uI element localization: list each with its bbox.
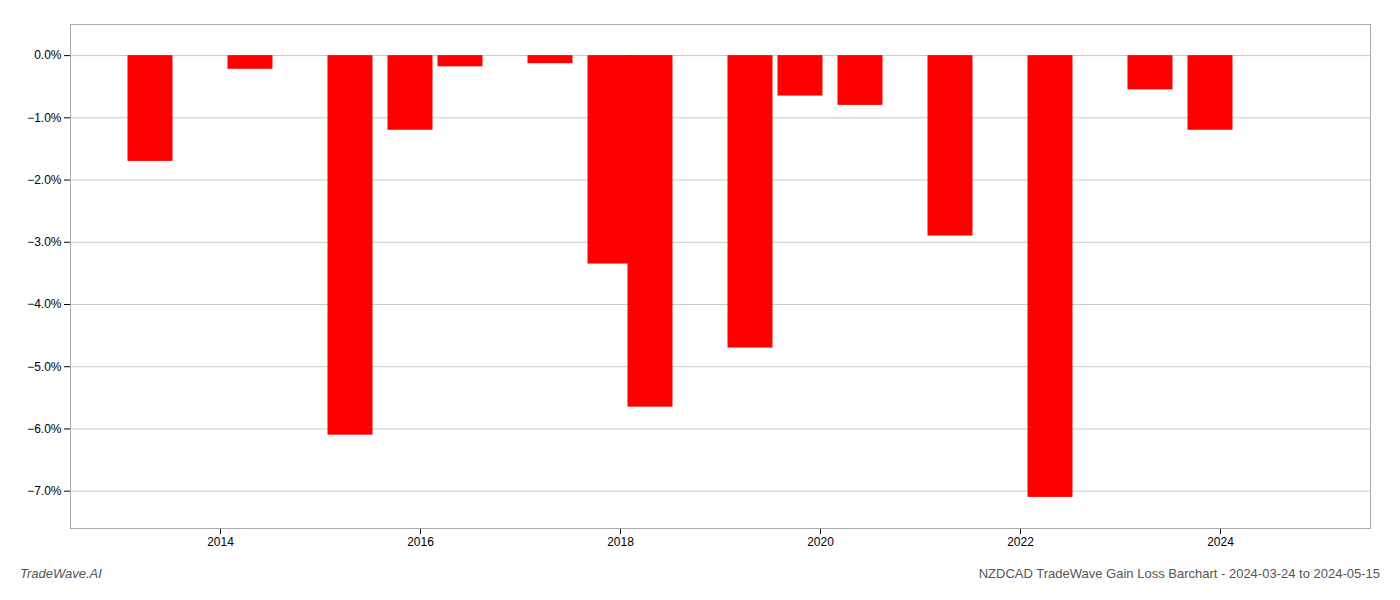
svg-text:−4.0%: −4.0% <box>27 297 62 311</box>
svg-text:0.0%: 0.0% <box>34 48 62 62</box>
svg-text:2020: 2020 <box>807 535 834 549</box>
svg-text:−5.0%: −5.0% <box>27 360 62 374</box>
html-text:NZDCAD TradeWave Gain Loss Bar: NZDCAD TradeWave Gain Loss Barchart - 20… <box>978 566 1380 581</box>
svg-text:2022: 2022 <box>1007 535 1034 549</box>
svg-text:2018: 2018 <box>607 535 634 549</box>
svg-text:2024: 2024 <box>1207 535 1234 549</box>
svg-text:−3.0%: −3.0% <box>27 235 62 249</box>
svg-text:2014: 2014 <box>207 535 234 549</box>
html-text:TradeWave.AI: TradeWave.AI <box>20 566 102 581</box>
svg-text:−1.0%: −1.0% <box>27 111 62 125</box>
svg-text:2016: 2016 <box>407 535 434 549</box>
svg-text:−6.0%: −6.0% <box>27 422 62 436</box>
svg-text:−2.0%: −2.0% <box>27 173 62 187</box>
svg-text:−7.0%: −7.0% <box>27 484 62 498</box>
